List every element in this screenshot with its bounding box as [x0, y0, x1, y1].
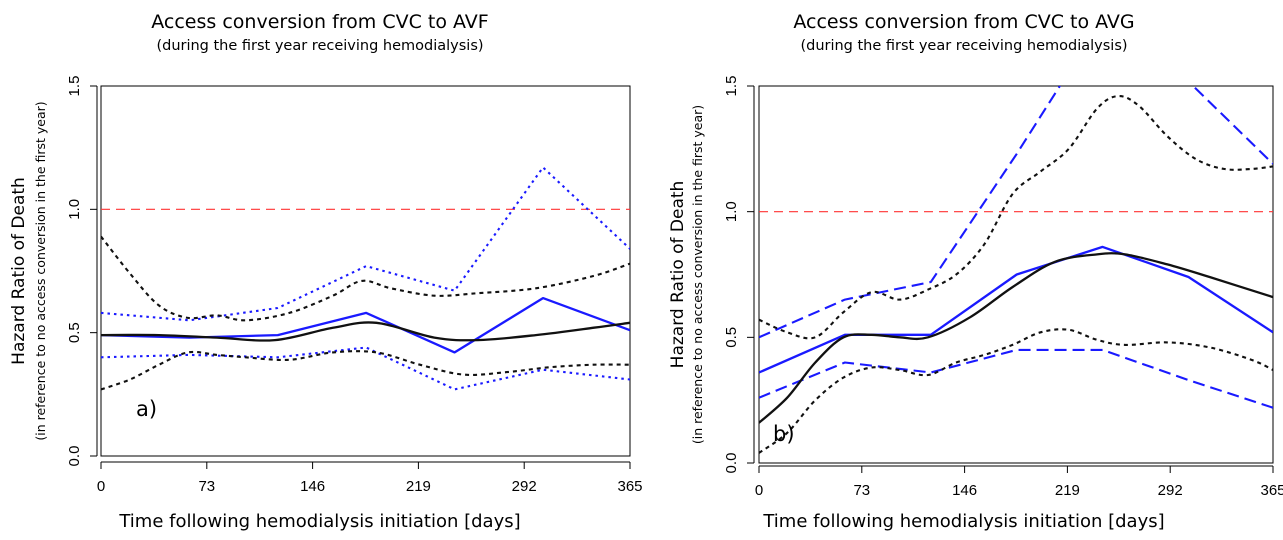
y-axis-sublabel: (in reference to no access conversion in… [33, 101, 48, 440]
chart-panel-a: Access conversion from CVC to AVF (durin… [0, 0, 643, 540]
series-line-3 [759, 348, 1273, 409]
y-axis-label: Hazard Ratio of Death [668, 181, 688, 369]
series-group [101, 166, 630, 391]
series-group [759, 86, 1273, 454]
y-tick-label: 0.0 [66, 446, 83, 467]
x-tick-label: 0 [97, 478, 105, 495]
chart-plot-a: 0 73 146 219 292 365 0.0 0.5 1.0 1.5 Hazard Ratio … [9, 76, 643, 495]
x-tick-label: 292 [512, 478, 537, 495]
chart-plot-b: 0 73 146 219 292 365 0.0 0.5 1.0 1.5 Hazard Ratio … [668, 76, 1283, 499]
series-line-5 [101, 235, 630, 322]
x-tick-label: 219 [406, 478, 431, 495]
chart-title: Access conversion from CVC to AVF [151, 11, 489, 33]
series-line-2 [759, 86, 1273, 339]
chart-subtitle: (during the first year receiving hemodia… [156, 38, 484, 54]
y-axis-sublabel: (in reference to no access conversion in… [690, 105, 705, 444]
plot-frame [100, 85, 631, 457]
y-tick-label: 1.5 [723, 76, 740, 97]
x-tick-label: 365 [617, 478, 642, 495]
y-tick-label: 0.0 [723, 453, 740, 474]
x-axis-label: Time following hemodialysis initiation [… [763, 511, 1165, 532]
x-tick-label: 146 [300, 478, 325, 495]
chart-title: Access conversion from CVC to AVG [793, 11, 1135, 33]
y-axis-label: Hazard Ratio of Death [9, 177, 29, 365]
x-axis-label: Time following hemodialysis initiation [… [119, 511, 521, 532]
chart-panel-b: Access conversion from CVC to AVG (durin… [645, 0, 1283, 540]
y-tick-label: 0.5 [66, 322, 83, 343]
y-tick-label: 0.5 [723, 327, 740, 348]
series-line-6 [759, 328, 1273, 454]
x-tick-label: 146 [952, 482, 977, 499]
series-line-4 [101, 321, 630, 342]
series-line-6 [101, 350, 630, 391]
y-tick-label: 1.0 [66, 199, 83, 220]
x-tick-label: 292 [1158, 482, 1183, 499]
y-tick-label: 1.0 [723, 201, 740, 222]
series-line-2 [101, 166, 630, 322]
series-line-3 [101, 346, 630, 391]
chart-subtitle: (during the first year receiving hemodia… [800, 38, 1128, 54]
series-line-5 [759, 95, 1273, 340]
plot-frame [758, 85, 1274, 464]
x-tick-label: 73 [853, 482, 870, 499]
x-tick-label: 0 [755, 482, 763, 499]
panel-label: b) [773, 422, 795, 446]
y-tick-label: 1.5 [66, 76, 83, 97]
x-tick-label: 219 [1055, 482, 1080, 499]
series-line-1 [101, 296, 630, 354]
panel-label: a) [136, 397, 157, 421]
series-line-1 [759, 245, 1273, 374]
series-line-4 [759, 252, 1273, 424]
x-tick-label: 365 [1260, 482, 1283, 499]
x-tick-label: 73 [198, 478, 215, 495]
